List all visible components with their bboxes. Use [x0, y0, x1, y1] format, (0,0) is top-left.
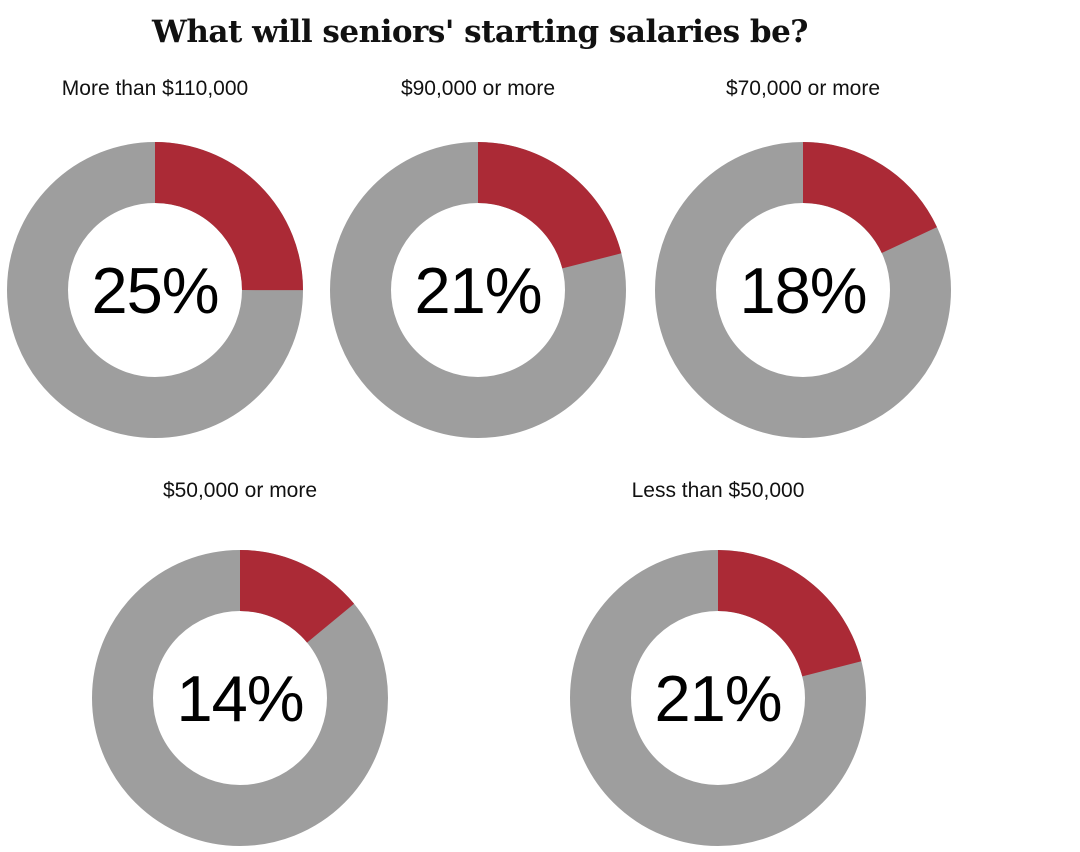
donut-value: 18%	[739, 253, 867, 327]
donut-label: Less than $50,000	[631, 479, 805, 502]
donut-segment	[655, 142, 951, 438]
donut-segment	[92, 550, 388, 846]
donut-label: $50,000 or more	[162, 479, 318, 502]
donut-label: $70,000 or more	[725, 77, 881, 100]
donut-chart: 18%	[655, 142, 951, 438]
donut-value: 21%	[414, 253, 542, 327]
donut-chart: 14%	[92, 550, 388, 846]
donut-cell-50k-or-more: $50,000 or more 14%	[92, 478, 388, 846]
donut-value: 14%	[176, 661, 304, 735]
donut-cell-70k-or-more: $70,000 or more 18%	[655, 76, 951, 438]
donut-cell-more-than-110k: More than $110,000 25%	[7, 76, 303, 438]
donut-label: More than $110,000	[61, 77, 249, 100]
donut-label: $90,000 or more	[400, 77, 556, 100]
donut-value: 25%	[91, 253, 219, 327]
donut-value: 21%	[654, 661, 782, 735]
donut-chart: 21%	[570, 550, 866, 846]
donut-chart: 21%	[330, 142, 626, 438]
donut-cell-less-than-50k: Less than $50,000 21%	[570, 478, 866, 846]
donut-segment	[570, 550, 866, 846]
donut-segment	[330, 142, 626, 438]
chart-title: What will seniors' starting salaries be?	[152, 14, 808, 50]
donut-cell-90k-or-more: $90,000 or more 21%	[330, 76, 626, 438]
donut-chart: 25%	[7, 142, 303, 438]
donut-segment	[7, 142, 303, 438]
